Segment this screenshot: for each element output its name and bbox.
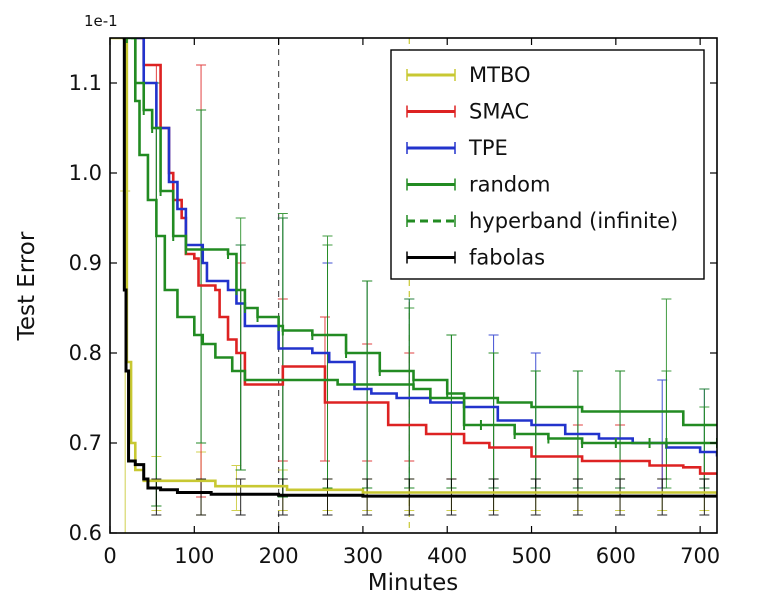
series-line-random bbox=[131, 38, 717, 427]
series-line-smac bbox=[135, 38, 717, 475]
legend-item-mtbo: MTBO bbox=[406, 63, 531, 87]
errorbar bbox=[196, 478, 207, 516]
x-tick-label: 400 bbox=[427, 544, 467, 568]
legend-label: fabolas bbox=[469, 246, 545, 270]
x-tick-label: 100 bbox=[174, 544, 214, 568]
legend-label: TPE bbox=[468, 136, 508, 160]
legend-item-tpe: TPE bbox=[406, 136, 508, 160]
series-line-fabolas bbox=[122, 38, 717, 498]
legend-label: MTBO bbox=[469, 63, 531, 87]
y-scale-label: 1e-1 bbox=[84, 12, 118, 30]
axis-ticks: 0 100 200 300 400 500 600 700 0.6 0.7 0.8 0.9 1.0 1.1 bbox=[69, 38, 720, 568]
x-tick-label: 200 bbox=[259, 544, 299, 568]
legend-item-fabolas: fabolas bbox=[406, 246, 545, 270]
legend-item-smac: SMAC bbox=[406, 100, 529, 124]
y-tick-label: 1.1 bbox=[69, 71, 102, 95]
legend-label: random bbox=[469, 173, 550, 197]
x-tick-label: 700 bbox=[680, 544, 720, 568]
y-tick-label: 0.9 bbox=[69, 251, 102, 275]
errorbar bbox=[322, 478, 333, 516]
y-tick-label: 0.7 bbox=[69, 431, 102, 455]
series-line-tpe bbox=[135, 38, 717, 457]
x-tick-label: 500 bbox=[511, 544, 551, 568]
x-axis-label: Minutes bbox=[368, 570, 459, 596]
series-line-mtbo bbox=[110, 38, 717, 496]
y-tick-label: 1.0 bbox=[69, 161, 102, 185]
x-tick-label: 0 bbox=[103, 544, 116, 568]
legend-item-random: random bbox=[406, 173, 550, 197]
legend-item-hyperband-infinite: hyperband (infinite) bbox=[406, 209, 678, 233]
x-tick-label: 600 bbox=[596, 544, 636, 568]
x-tick-label: 300 bbox=[343, 544, 383, 568]
legend-label: hyperband (infinite) bbox=[469, 209, 678, 233]
plot-frame bbox=[109, 37, 718, 534]
plot-area bbox=[110, 38, 717, 533]
y-tick-label: 0.6 bbox=[69, 521, 102, 545]
errorbar bbox=[196, 109, 207, 444]
series-markers-hyperband-infinite bbox=[125, 38, 717, 448]
errorbar bbox=[235, 217, 246, 471]
legend: MTBO SMAC TPE random hyperband (infinite) fab… bbox=[390, 49, 705, 280]
errorbar bbox=[151, 478, 162, 516]
legend-label: SMAC bbox=[469, 100, 529, 124]
legend-box bbox=[390, 49, 705, 280]
y-axis-label: Test Error bbox=[14, 231, 40, 341]
errorbar bbox=[231, 465, 242, 511]
y-tick-label: 0.8 bbox=[69, 341, 102, 365]
